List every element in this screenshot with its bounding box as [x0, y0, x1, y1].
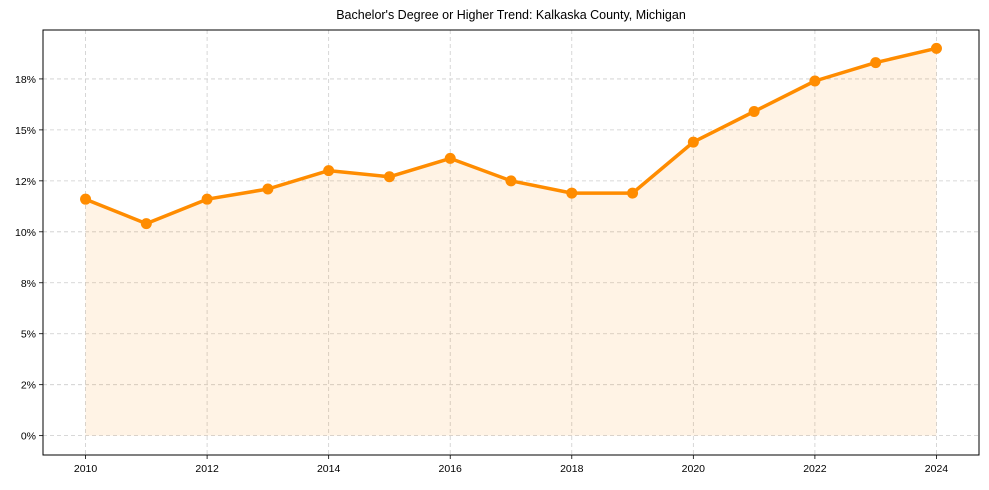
y-tick-label: 5% [21, 329, 36, 341]
data-point [627, 187, 639, 199]
x-tick-label: 2024 [925, 463, 949, 475]
x-tick-label: 2022 [803, 463, 827, 475]
data-point [444, 152, 456, 164]
y-tick-label: 18% [15, 74, 36, 86]
plot-frame [42, 29, 980, 456]
data-markers [80, 42, 942, 230]
data-point [748, 106, 760, 118]
data-point [383, 171, 395, 183]
x-tick-label: 2014 [317, 463, 341, 475]
data-point [80, 193, 92, 205]
area-fill [85, 48, 937, 436]
grid-lines [43, 30, 979, 455]
y-tick-label: 12% [15, 176, 36, 188]
data-point [870, 57, 882, 69]
x-tick-label: 2012 [195, 463, 219, 475]
x-tick-label: 2018 [560, 463, 584, 475]
chart-title: Bachelor's Degree or Higher Trend: Kalka… [336, 8, 686, 22]
data-point [505, 175, 517, 187]
y-tick-label: 10% [15, 227, 36, 239]
data-point [262, 183, 274, 195]
data-point [201, 193, 213, 205]
x-tick-label: 2020 [682, 463, 706, 475]
data-point [323, 165, 335, 177]
x-tick-label: 2016 [439, 463, 463, 475]
x-axis: 2010 2012 2014 2016 2018 2020 2022 2024 [74, 455, 948, 475]
y-tick-label: 2% [21, 380, 36, 392]
x-tick-label: 2010 [74, 463, 98, 475]
y-tick-label: 0% [21, 431, 36, 443]
y-axis: 0% 2% 5% 8% 10% 12% 15% 18% [15, 74, 43, 443]
data-point [687, 136, 699, 148]
data-point [809, 75, 821, 87]
data-point [930, 42, 942, 54]
y-tick-label: 8% [21, 278, 36, 290]
y-tick-label: 15% [15, 125, 36, 137]
data-point [566, 187, 578, 199]
data-point [140, 218, 152, 230]
